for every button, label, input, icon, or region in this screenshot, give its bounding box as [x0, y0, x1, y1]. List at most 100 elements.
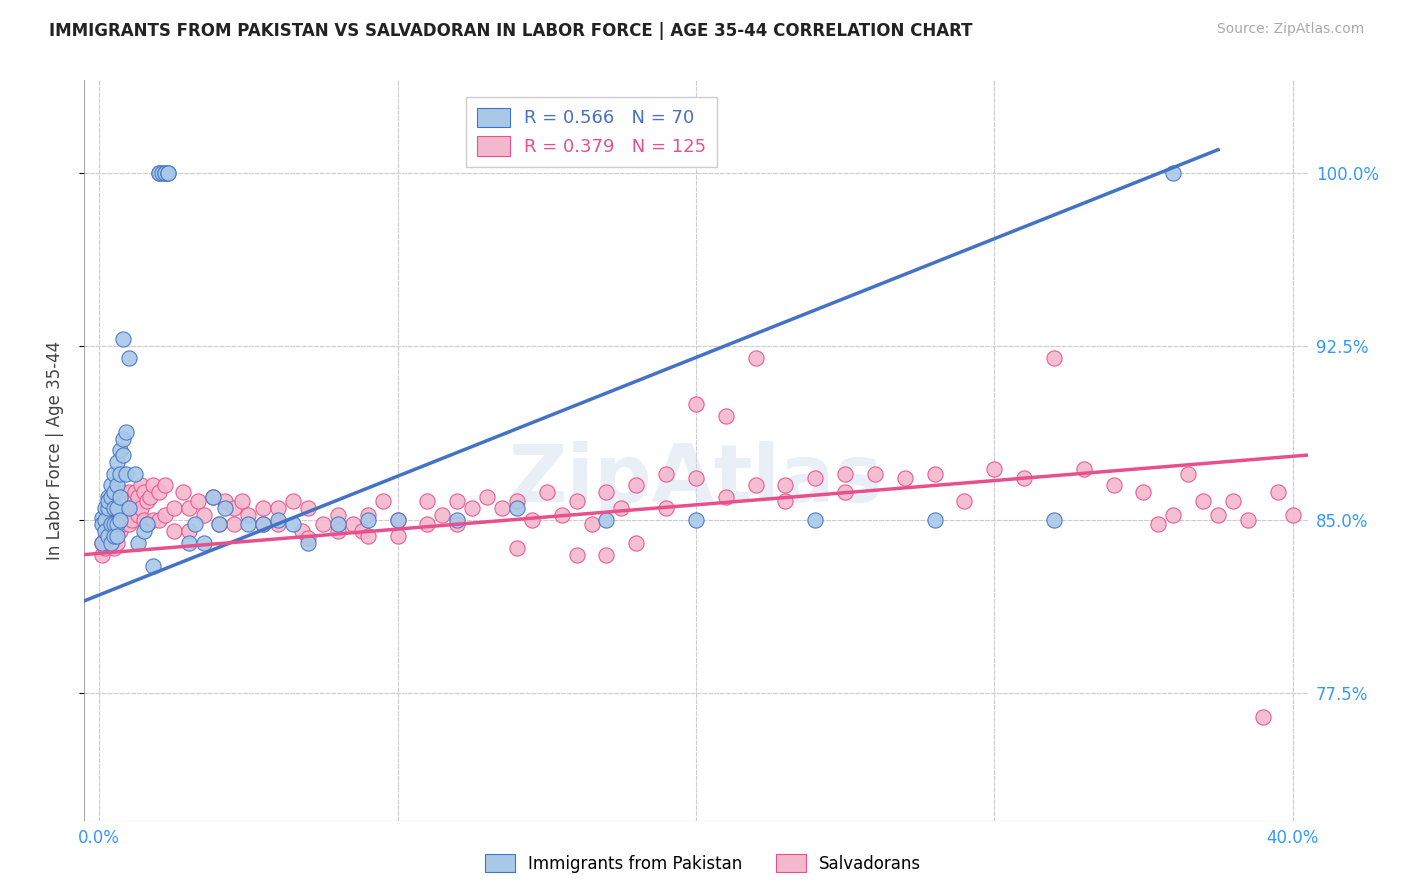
Point	[108, 508, 131, 523]
Point	[685, 471, 707, 485]
Point	[1222, 494, 1244, 508]
Point	[297, 536, 319, 550]
Point	[100, 490, 122, 504]
Point	[267, 517, 290, 532]
Point	[97, 490, 120, 504]
Point	[100, 532, 122, 546]
Point	[139, 490, 162, 504]
Point	[626, 478, 648, 492]
Point	[1163, 166, 1185, 180]
Point	[124, 501, 146, 516]
Point	[115, 494, 138, 508]
Point	[326, 517, 349, 532]
Point	[506, 501, 529, 516]
Point	[150, 166, 173, 180]
Point	[551, 508, 574, 523]
Point	[105, 478, 128, 492]
Point	[97, 524, 120, 539]
Point	[108, 494, 131, 508]
Point	[91, 536, 114, 550]
Point	[1237, 513, 1260, 527]
Point	[416, 517, 439, 532]
Point	[357, 513, 380, 527]
Point	[103, 485, 125, 500]
Point	[744, 478, 766, 492]
Point	[222, 517, 245, 532]
Point	[91, 517, 114, 532]
Point	[94, 513, 117, 527]
Point	[207, 517, 229, 532]
Point	[446, 513, 468, 527]
Point	[231, 494, 253, 508]
Point	[127, 536, 149, 550]
Point	[187, 494, 209, 508]
Point	[834, 467, 856, 481]
Point	[115, 513, 138, 527]
Point	[775, 478, 797, 492]
Point	[97, 494, 120, 508]
Point	[108, 443, 131, 458]
Point	[103, 524, 125, 539]
Point	[127, 490, 149, 504]
Point	[153, 166, 176, 180]
Point	[115, 425, 138, 439]
Point	[1206, 508, 1229, 523]
Point	[804, 513, 827, 527]
Point	[103, 501, 125, 516]
Point	[924, 467, 946, 481]
Point	[115, 467, 138, 481]
Point	[142, 559, 165, 574]
Point	[214, 494, 236, 508]
Point	[1043, 351, 1066, 365]
Point	[148, 513, 170, 527]
Point	[595, 548, 617, 562]
Point	[357, 508, 380, 523]
Point	[132, 524, 155, 539]
Point	[924, 513, 946, 527]
Point	[177, 536, 200, 550]
Point	[283, 517, 305, 532]
Point	[136, 517, 159, 532]
Point	[103, 517, 125, 532]
Point	[1177, 467, 1199, 481]
Point	[100, 517, 122, 532]
Point	[118, 351, 141, 365]
Point	[163, 501, 186, 516]
Point	[326, 508, 349, 523]
Point	[371, 494, 394, 508]
Point	[1147, 517, 1170, 532]
Point	[156, 166, 179, 180]
Point	[108, 490, 131, 504]
Point	[350, 524, 373, 539]
Point	[112, 332, 135, 346]
Point	[1102, 478, 1125, 492]
Point	[416, 494, 439, 508]
Legend: Immigrants from Pakistan, Salvadorans: Immigrants from Pakistan, Salvadorans	[478, 847, 928, 880]
Point	[291, 524, 314, 539]
Point	[103, 467, 125, 481]
Point	[142, 478, 165, 492]
Point	[201, 490, 224, 504]
Point	[714, 490, 737, 504]
Point	[91, 536, 114, 550]
Point	[118, 501, 141, 516]
Point	[506, 541, 529, 555]
Point	[387, 529, 409, 543]
Point	[177, 524, 200, 539]
Point	[252, 517, 274, 532]
Point	[136, 494, 159, 508]
Point	[132, 513, 155, 527]
Point	[214, 501, 236, 516]
Point	[1043, 513, 1066, 527]
Point	[136, 517, 159, 532]
Point	[94, 524, 117, 539]
Point	[1192, 494, 1215, 508]
Point	[105, 455, 128, 469]
Point	[461, 501, 484, 516]
Point	[297, 532, 319, 546]
Point	[520, 513, 543, 527]
Text: IMMIGRANTS FROM PAKISTAN VS SALVADORAN IN LABOR FORCE | AGE 35-44 CORRELATION CH: IMMIGRANTS FROM PAKISTAN VS SALVADORAN I…	[49, 22, 973, 40]
Point	[655, 501, 678, 516]
Point	[124, 467, 146, 481]
Point	[100, 517, 122, 532]
